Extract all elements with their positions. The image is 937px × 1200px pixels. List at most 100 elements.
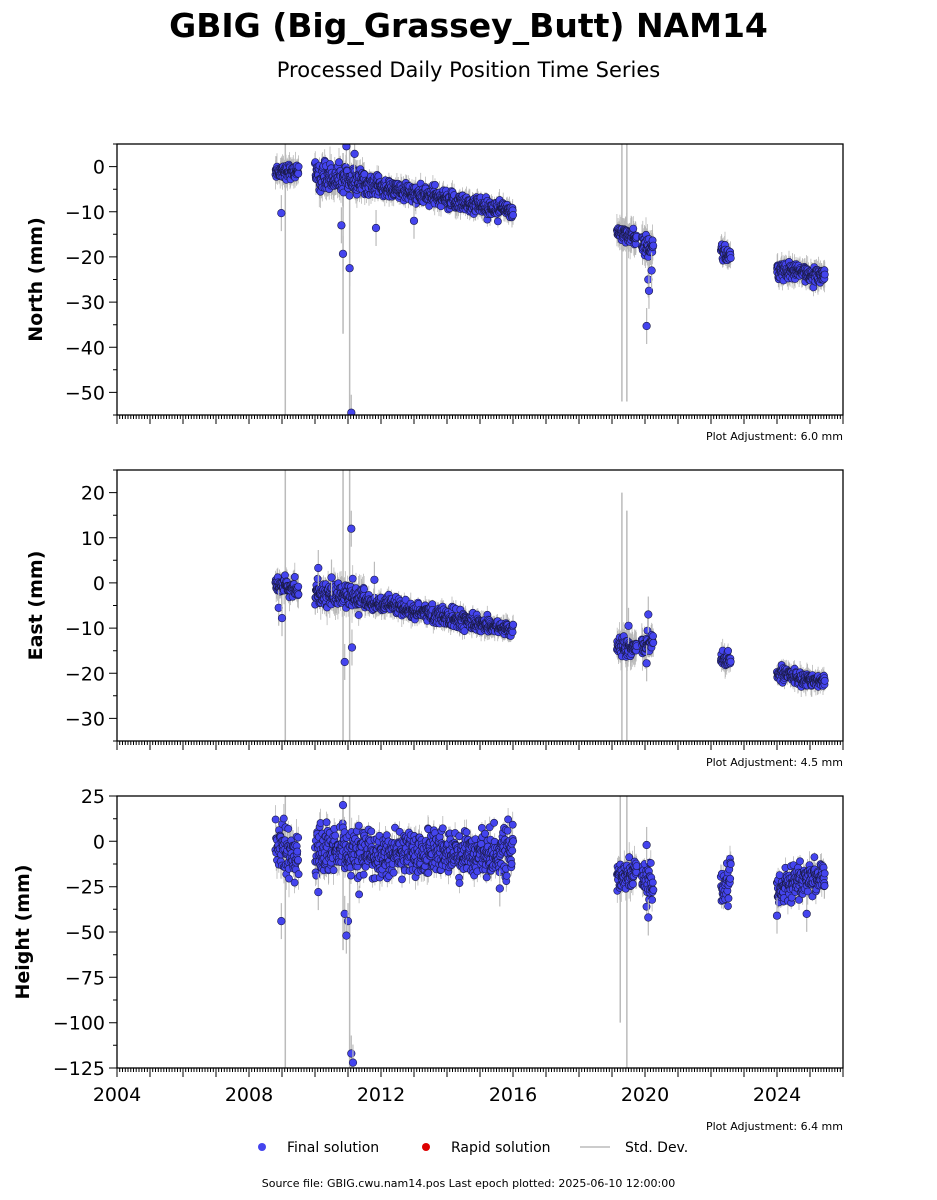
outlier-point xyxy=(340,657,349,667)
data-point xyxy=(271,815,280,824)
final-solution-points xyxy=(271,156,829,292)
legend-label: Std. Dev. xyxy=(625,1140,688,1156)
data-point xyxy=(724,647,732,655)
data-point xyxy=(359,870,368,879)
y-tick-label: −40 xyxy=(65,337,105,359)
outlier-point xyxy=(644,913,653,922)
outlier-point xyxy=(642,840,651,850)
y-ticks xyxy=(109,469,117,742)
data-point xyxy=(649,638,658,647)
data-point xyxy=(726,860,735,868)
stddev-bars xyxy=(275,562,826,697)
data-point xyxy=(625,853,634,862)
chart-title: GBIG (Big_Grassey_Butt) NAM14 xyxy=(169,6,768,45)
final-solution-points xyxy=(271,571,829,691)
y-axis-label: East (mm) xyxy=(25,551,47,661)
panel-0: 0 −10 −20 −30 −40 −50 North (mm) Plot Adjustmen… xyxy=(25,143,844,443)
y-tick-label: −50 xyxy=(65,922,105,944)
x-ticks xyxy=(116,415,844,424)
plot-area-2 xyxy=(271,796,829,1068)
x-tick-label: 2020 xyxy=(621,1084,669,1106)
y-tick-label: 20 xyxy=(81,483,105,505)
data-point xyxy=(726,254,735,262)
y-ticks xyxy=(109,795,117,1069)
plot-area-0 xyxy=(271,144,829,415)
outlier-point xyxy=(347,1049,356,1058)
legend-rapid-marker xyxy=(422,1143,430,1151)
data-point xyxy=(294,582,303,591)
outlier-point xyxy=(340,909,349,919)
y-axis-label: North (mm) xyxy=(25,217,47,342)
data-point xyxy=(795,896,803,904)
data-point xyxy=(401,595,410,604)
panel-2: 25 0 −25 −50 −75 −100 −125 Height (mm) 2004 2008 2… xyxy=(12,786,844,1133)
outlier-point xyxy=(314,563,323,573)
data-point xyxy=(642,902,651,911)
y-tick-label: −125 xyxy=(53,1058,105,1080)
outlier-point xyxy=(644,286,654,295)
data-point xyxy=(649,886,658,894)
data-point xyxy=(290,878,299,887)
x-ticks xyxy=(116,741,844,750)
outlier-point xyxy=(409,216,419,225)
outlier-point xyxy=(370,575,379,584)
outlier-point xyxy=(277,916,286,926)
data-point xyxy=(354,821,363,830)
x-tick-label: 2008 xyxy=(225,1084,273,1106)
outlier-point xyxy=(342,931,351,940)
y-tick-label: −50 xyxy=(65,382,105,404)
outlier-point xyxy=(347,524,356,533)
outlier-point xyxy=(277,613,287,623)
data-point xyxy=(726,657,735,666)
outlier-point xyxy=(644,610,653,619)
legend: Final solution Rapid solution Std. Dev. xyxy=(258,1140,688,1156)
outlier-point xyxy=(642,659,651,668)
data-point xyxy=(285,874,293,883)
data-point xyxy=(509,620,518,629)
outlier-point xyxy=(337,221,346,230)
data-point xyxy=(724,894,733,903)
data-point xyxy=(803,887,812,896)
data-point xyxy=(509,837,518,846)
data-point xyxy=(648,896,656,904)
outlier-point xyxy=(338,800,348,810)
x-ticks xyxy=(116,1068,844,1077)
data-point xyxy=(820,869,829,878)
data-point xyxy=(348,574,357,583)
data-point xyxy=(335,158,343,167)
outlier-point xyxy=(495,884,504,893)
y-tick-label: −25 xyxy=(65,877,105,899)
data-point xyxy=(354,611,363,619)
data-point xyxy=(294,162,303,171)
plot-adjustment-label: Plot Adjustment: 6.0 mm xyxy=(706,430,843,443)
outlier-point xyxy=(327,573,336,582)
y-tick-label: 0 xyxy=(93,157,105,179)
y-tick-label: −10 xyxy=(65,202,105,224)
data-point xyxy=(509,211,517,219)
data-point xyxy=(820,881,829,890)
source-footer: Source file: GBIG.cwu.nam14.pos Last epo… xyxy=(261,1177,676,1190)
y-tick-label: 0 xyxy=(93,831,105,853)
x-tick-label: 2012 xyxy=(357,1084,405,1106)
data-point xyxy=(481,829,489,838)
x-tick-label: 2004 xyxy=(93,1084,141,1106)
data-point xyxy=(810,853,819,861)
data-point xyxy=(329,866,338,875)
outlier-point xyxy=(347,643,357,652)
outlier-point xyxy=(274,603,283,612)
data-point xyxy=(424,869,433,877)
x-tick-label: 2024 xyxy=(753,1084,801,1106)
data-point xyxy=(462,828,471,837)
outlier-point xyxy=(277,209,286,218)
data-point xyxy=(646,859,655,867)
data-point xyxy=(294,590,303,599)
data-point xyxy=(648,878,657,887)
outlier-point xyxy=(624,621,633,630)
data-point xyxy=(493,217,502,226)
panel-1: 20 10 0 −10 −20 −30 East (mm) Plot Adjustment: … xyxy=(25,469,844,769)
outlier-point xyxy=(338,249,348,258)
data-point xyxy=(787,893,796,902)
plot-adjustment-label: Plot Adjustment: 6.4 mm xyxy=(706,1120,843,1133)
data-point xyxy=(508,846,517,855)
data-point xyxy=(294,169,303,178)
